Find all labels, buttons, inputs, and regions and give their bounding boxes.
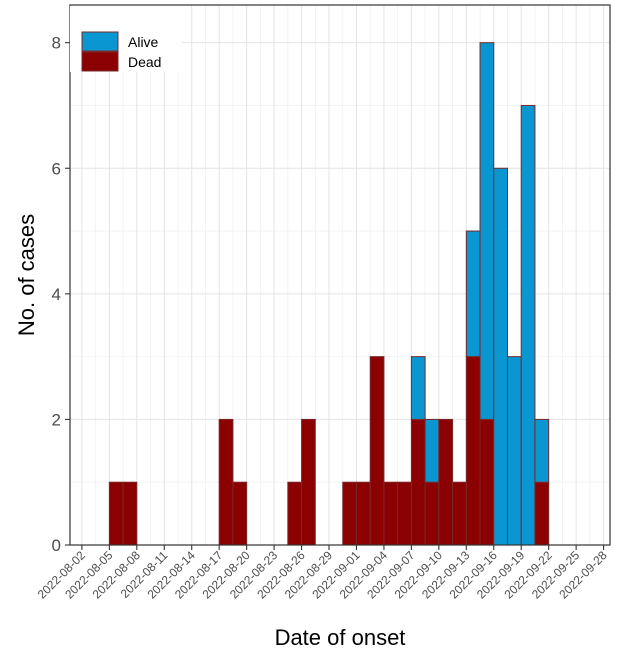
legend-label-alive: Alive xyxy=(128,34,159,50)
legend-label-dead: Dead xyxy=(128,54,161,70)
bar-dead xyxy=(122,481,138,546)
y-tick-label: 2 xyxy=(52,410,61,429)
bar-dead xyxy=(355,481,371,546)
bar-alive xyxy=(465,230,481,358)
bar-dead xyxy=(218,418,234,546)
bar-alive xyxy=(410,356,426,420)
bar-dead xyxy=(397,481,412,546)
bar-alive xyxy=(479,42,495,420)
y-tick-label: 6 xyxy=(52,159,61,178)
bars-layer xyxy=(108,42,550,546)
bar-dead xyxy=(232,481,248,546)
y-axis-title: No. of cases xyxy=(14,214,39,336)
bar-dead xyxy=(301,418,316,546)
y-tick-label: 4 xyxy=(52,285,61,304)
x-axis: 2022-08-022022-08-052022-08-082022-08-11… xyxy=(35,545,610,602)
bar-dead xyxy=(534,481,550,546)
bar-alive xyxy=(506,356,522,546)
bar-dead xyxy=(465,356,481,546)
bar-dead xyxy=(410,418,426,546)
bar-dead xyxy=(108,481,124,546)
bar-dead xyxy=(438,418,454,546)
bar-alive xyxy=(424,418,440,483)
x-axis-title: Date of onset xyxy=(275,625,406,650)
bar-dead xyxy=(342,481,357,546)
y-axis: 0 2 4 6 8 xyxy=(52,34,70,555)
bar-dead xyxy=(287,481,303,546)
legend-key-dead xyxy=(81,51,119,72)
bar-alive xyxy=(534,418,550,483)
bar-alive xyxy=(520,104,536,546)
y-tick-label: 8 xyxy=(52,34,61,53)
legend: Alive Dead xyxy=(70,6,182,72)
bar-alive xyxy=(493,167,508,546)
bar-dead xyxy=(424,481,440,546)
legend-key-alive xyxy=(81,31,119,52)
bar-dead xyxy=(479,418,495,546)
y-tick-label: 0 xyxy=(52,536,61,555)
plot-panel-border xyxy=(69,4,611,546)
bar-dead xyxy=(369,356,385,546)
bar-dead xyxy=(383,481,399,546)
bar-dead xyxy=(452,481,467,546)
